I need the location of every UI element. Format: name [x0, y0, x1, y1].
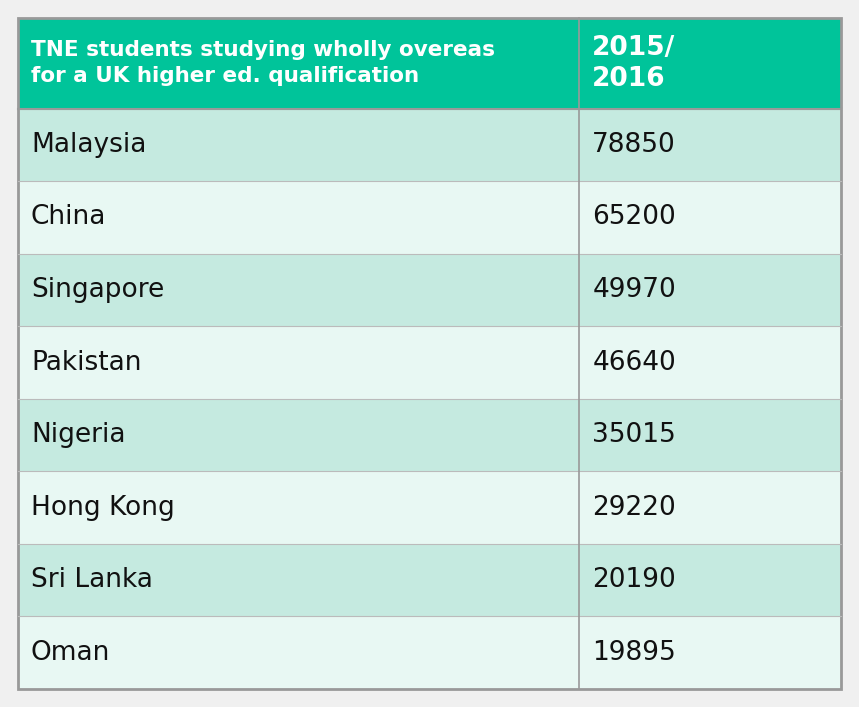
- Bar: [579, 18, 841, 109]
- Text: 78850: 78850: [593, 132, 676, 158]
- Bar: [18, 18, 579, 109]
- Bar: [579, 617, 841, 689]
- Text: 65200: 65200: [593, 204, 676, 230]
- Text: Nigeria: Nigeria: [31, 422, 125, 448]
- Bar: [579, 326, 841, 399]
- Text: 20190: 20190: [593, 567, 676, 593]
- Text: 46640: 46640: [593, 349, 676, 375]
- Text: Sri Lanka: Sri Lanka: [31, 567, 153, 593]
- Bar: [18, 326, 579, 399]
- Bar: [18, 109, 579, 181]
- Text: Oman: Oman: [31, 640, 110, 666]
- Bar: [579, 109, 841, 181]
- Text: 2015/
2016: 2015/ 2016: [593, 35, 675, 92]
- Text: TNE students studying wholly overeas
for a UK higher ed. qualification: TNE students studying wholly overeas for…: [31, 40, 495, 86]
- Bar: [18, 399, 579, 472]
- Text: China: China: [31, 204, 107, 230]
- Bar: [579, 472, 841, 544]
- Text: 49970: 49970: [593, 277, 676, 303]
- Bar: [18, 544, 579, 617]
- Bar: [579, 399, 841, 472]
- Bar: [18, 254, 579, 326]
- Text: 35015: 35015: [593, 422, 676, 448]
- Text: Singapore: Singapore: [31, 277, 164, 303]
- Bar: [579, 254, 841, 326]
- Bar: [18, 181, 579, 254]
- Text: Malaysia: Malaysia: [31, 132, 146, 158]
- Bar: [579, 181, 841, 254]
- Bar: [579, 544, 841, 617]
- Text: 29220: 29220: [593, 495, 676, 520]
- Text: 19895: 19895: [593, 640, 676, 666]
- Bar: [18, 617, 579, 689]
- Text: Pakistan: Pakistan: [31, 349, 142, 375]
- Bar: [18, 472, 579, 544]
- Text: Hong Kong: Hong Kong: [31, 495, 174, 520]
